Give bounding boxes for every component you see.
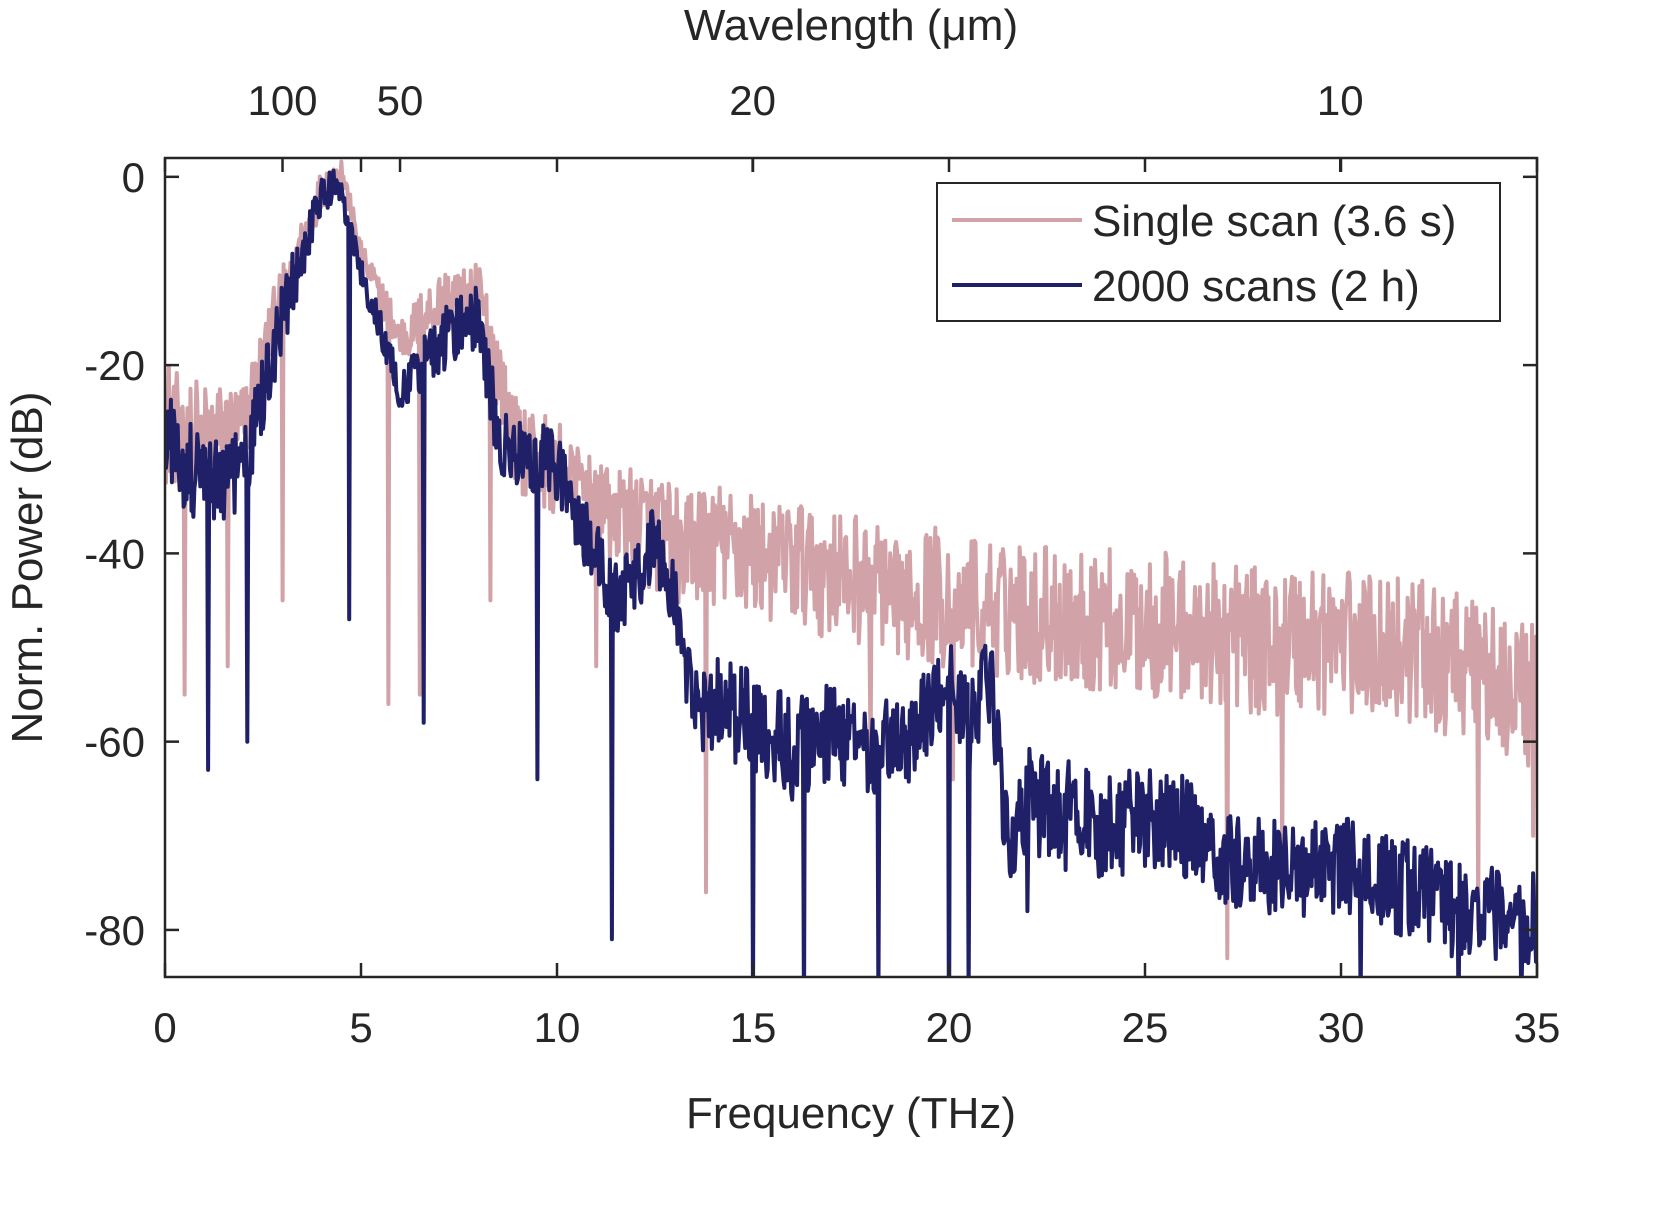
top-tick-label: 50 bbox=[377, 77, 424, 124]
x-tick-label: 20 bbox=[926, 1004, 973, 1051]
y-tick-label: -80 bbox=[84, 907, 145, 954]
x-tick-label: 15 bbox=[730, 1004, 777, 1051]
ticks-layer: 0 5 10 15 20 25 30 35 0 -20 -40 -60 -80 100 50 20 10 bbox=[84, 77, 1560, 1051]
y-tick-label: 0 bbox=[122, 154, 145, 201]
top-tick-label: 10 bbox=[1317, 77, 1364, 124]
legend-box bbox=[936, 182, 1501, 322]
legend-label-single-scan: Single scan (3.6 s) bbox=[1092, 197, 1456, 246]
x-tick-label: 0 bbox=[153, 1004, 176, 1051]
x-tick-label: 25 bbox=[1122, 1004, 1169, 1051]
legend: Single scan (3.6 s) 2000 scans (2 h) bbox=[936, 182, 1501, 322]
y-tick-label: -60 bbox=[84, 719, 145, 766]
x-tick-label: 35 bbox=[1514, 1004, 1561, 1051]
x-tick-label: 10 bbox=[534, 1004, 581, 1051]
plot-frame bbox=[163, 156, 1539, 979]
y-tick-label: -40 bbox=[84, 530, 145, 577]
series-line-single-scan bbox=[165, 159, 1537, 961]
x-axis-title: Frequency (THz) bbox=[686, 1089, 1016, 1138]
top-tick-label: 100 bbox=[247, 77, 317, 124]
legend-label-2000-scans: 2000 scans (2 h) bbox=[1092, 262, 1420, 311]
x-tick-label: 30 bbox=[1318, 1004, 1365, 1051]
top-axis-title: Wavelength (μm) bbox=[684, 1, 1018, 50]
x-tick-label: 5 bbox=[349, 1004, 372, 1051]
series-line-2000-scans bbox=[165, 168, 1537, 977]
top-tick-label: 20 bbox=[729, 77, 776, 124]
series-layer bbox=[165, 159, 1537, 977]
y-axis-title: Norm. Power (dB) bbox=[3, 391, 52, 743]
y-tick-label: -20 bbox=[84, 342, 145, 389]
